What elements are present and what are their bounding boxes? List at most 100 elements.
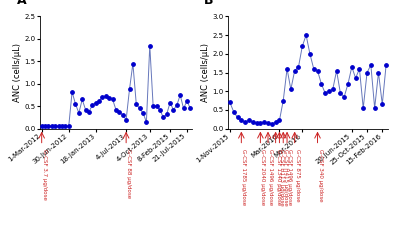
Point [164,113,170,116]
Point [292,69,298,73]
Point [227,101,233,104]
Text: B: B [204,0,214,7]
Text: G-CSF 1496 µg/dose: G-CSF 1496 µg/dose [287,149,292,205]
Text: G-CSF 340 µg/dose: G-CSF 340 µg/dose [318,149,322,201]
Point [265,121,271,125]
Point [356,67,363,71]
Point [59,124,65,128]
Point [174,103,180,107]
Point [280,99,286,102]
Point [180,107,187,110]
Point [66,124,72,128]
Point [352,76,359,80]
Text: G-CSF 88 µg/dose: G-CSF 88 µg/dose [126,149,131,198]
Text: G-CSF 1496 µg/dose: G-CSF 1496 µg/dose [268,149,273,205]
Point [96,99,102,103]
Point [284,67,290,71]
Point [184,99,190,103]
Point [299,44,306,48]
Point [253,121,260,125]
Point [167,101,173,105]
Point [322,91,328,95]
Point [69,90,75,94]
Point [82,108,89,112]
Point [269,122,275,126]
Point [333,69,340,73]
Point [49,124,55,128]
Point [364,71,370,74]
Point [106,96,112,100]
Point [153,104,160,108]
Point [326,89,332,93]
Y-axis label: ANC (cells/µL): ANC (cells/µL) [201,43,210,102]
Point [337,91,344,95]
Point [133,102,140,106]
Point [310,67,317,71]
Point [261,120,267,124]
Point [136,107,143,110]
Point [45,124,52,128]
Point [230,110,237,114]
Point [379,102,386,106]
Point [330,88,336,91]
Point [113,108,119,112]
Text: G-CSF H113 µg/dose: G-CSF H113 µg/dose [280,149,284,206]
Point [86,110,92,113]
Point [62,124,68,128]
Point [116,110,122,113]
Point [372,106,378,110]
Point [303,33,309,37]
Text: G-CSF 3.7 µg/dose: G-CSF 3.7 µg/dose [42,149,47,200]
Point [150,104,156,108]
Point [238,119,244,122]
Point [295,65,302,69]
Y-axis label: ANC (cells/µL): ANC (cells/µL) [13,43,22,102]
Point [72,102,79,106]
Point [103,95,109,98]
Point [234,116,241,119]
Point [92,101,99,105]
Point [120,113,126,117]
Text: A: A [17,0,27,7]
Point [157,108,163,112]
Point [246,119,252,122]
Point [140,111,146,115]
Point [307,52,313,56]
Point [99,95,106,99]
Text: G-CSF H415 µg/dose: G-CSF H415 µg/dose [283,149,288,206]
Point [345,82,351,86]
Point [76,111,82,115]
Point [318,82,324,86]
Point [360,106,366,110]
Point [257,122,264,125]
Point [130,62,136,66]
Point [349,65,355,69]
Text: G-CSF 875 µg/dose: G-CSF 875 µg/dose [295,149,300,201]
Point [42,124,48,128]
Point [110,98,116,101]
Point [368,63,374,67]
Point [177,93,183,97]
Point [170,108,177,112]
Point [383,63,389,67]
Point [79,98,86,101]
Text: G-CSF 2040 µg/dose: G-CSF 2040 µg/dose [260,149,265,205]
Point [52,124,58,128]
Point [250,120,256,124]
Point [288,88,294,91]
Point [341,95,347,99]
Point [272,120,279,124]
Point [126,87,133,91]
Point [314,69,321,73]
Point [38,124,45,128]
Point [146,44,153,48]
Point [143,120,150,124]
Point [276,119,283,122]
Point [160,116,166,119]
Point [123,118,129,122]
Text: G-CSF 1340 µg/dose: G-CSF 1340 µg/dose [276,149,281,205]
Text: G-CSF 1785 µg/dose: G-CSF 1785 µg/dose [241,149,246,205]
Point [242,120,248,124]
Point [89,103,96,107]
Point [375,71,382,74]
